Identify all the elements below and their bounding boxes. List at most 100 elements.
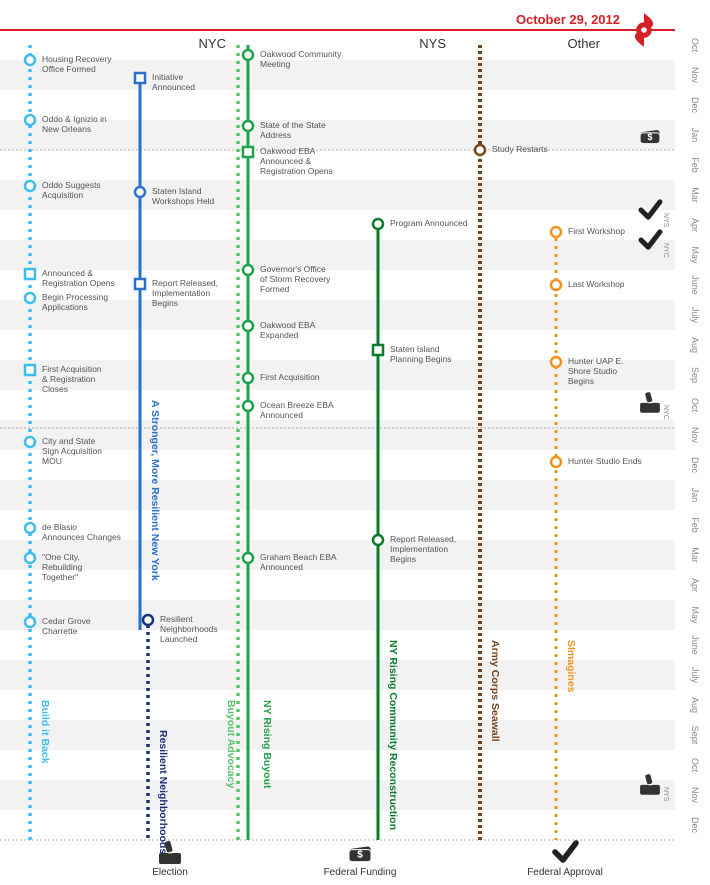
legend-label: Election	[152, 867, 188, 878]
column-header: NYS	[419, 36, 446, 51]
start-date-label: October 29, 2012	[516, 12, 620, 27]
check-icon	[555, 843, 576, 860]
money-icon: $	[348, 846, 371, 861]
timeline-badge: NYC	[640, 392, 669, 420]
month-label: Jan	[690, 128, 700, 143]
hurricane-icon	[635, 13, 653, 47]
month-label: Mar	[690, 547, 700, 563]
month-label: Oct	[690, 38, 700, 53]
event-label: "One City,RebuildingTogether"	[42, 552, 82, 582]
month-label: Nov	[690, 787, 700, 804]
month-label: Oct	[690, 758, 700, 773]
event-label: Program Announced	[390, 218, 468, 228]
event-label: Governor's Officeof Storm RecoveryFormed	[260, 264, 331, 294]
column-header: Other	[567, 36, 600, 51]
event-label: First Workshop	[568, 226, 625, 236]
event-marker-circle	[551, 357, 561, 367]
legend-label: Federal Funding	[324, 867, 397, 878]
column-header: NYC	[199, 36, 226, 51]
event-marker-circle	[373, 219, 383, 229]
event-marker-circle	[25, 437, 35, 447]
event-marker-circle	[551, 227, 561, 237]
month-label: Jan	[690, 488, 700, 503]
track-label: Army Corps Seawall	[489, 640, 501, 742]
svg-text:$: $	[357, 850, 363, 861]
month-label: Aug	[690, 337, 700, 353]
event-label: Hunter Studio Ends	[568, 456, 642, 466]
event-label: Study Restarts	[492, 144, 548, 154]
event-marker-circle	[243, 373, 253, 383]
svg-text:$: $	[647, 132, 652, 142]
track-label: Resilient Neighborhoods	[157, 730, 169, 854]
month-band	[0, 240, 675, 270]
month-label: June	[690, 275, 700, 295]
event-label: City and StateSign AcquisitionMOU	[42, 436, 102, 466]
event-marker-circle	[243, 321, 253, 331]
month-band	[0, 120, 675, 150]
legend: Election$Federal FundingFederal Approval	[152, 841, 603, 878]
month-label: June	[690, 635, 700, 655]
month-band	[0, 60, 675, 90]
month-label: Nov	[690, 427, 700, 444]
event-marker-circle	[243, 401, 253, 411]
event-marker-circle	[243, 121, 253, 131]
event-label: Announced &Registration Opens	[42, 268, 115, 288]
event-marker-circle	[243, 265, 253, 275]
month-label: May	[690, 246, 700, 264]
event-marker-circle	[25, 617, 35, 627]
month-label: Oct	[690, 398, 700, 413]
month-band	[0, 480, 675, 510]
event-marker-circle	[25, 523, 35, 533]
badge-sublabel: NYS	[662, 213, 669, 228]
event-marker-square	[135, 73, 145, 83]
event-marker-square	[25, 269, 35, 279]
track-label: Build it Back	[39, 700, 51, 764]
month-label: Apr	[690, 578, 700, 592]
event-marker-circle	[25, 293, 35, 303]
event-marker-circle	[135, 187, 145, 197]
event-marker-square	[243, 147, 253, 157]
month-label: Apr	[690, 218, 700, 232]
month-band	[0, 600, 675, 630]
month-band	[0, 180, 675, 210]
track-label: A Stronger, More Resilient New York	[149, 400, 161, 581]
month-label: Feb	[690, 517, 700, 533]
event-marker-circle	[243, 50, 253, 60]
month-label: Dec	[690, 817, 700, 834]
track-label: NY Rising Buyout	[261, 700, 273, 789]
track-label: Buyout Advocacy	[225, 700, 237, 788]
month-label: May	[690, 606, 700, 624]
badge-sublabel: NYS	[662, 787, 669, 802]
month-label: July	[690, 307, 700, 324]
month-band	[0, 540, 675, 570]
month-label: July	[690, 667, 700, 684]
month-label: Mar	[690, 187, 700, 203]
event-marker-circle	[25, 181, 35, 191]
month-band	[0, 780, 675, 810]
month-label: Dec	[690, 97, 700, 114]
event-marker-square	[25, 365, 35, 375]
month-band	[0, 300, 675, 330]
track-label: NY Rising Community Reconstruction	[387, 640, 399, 830]
badge-sublabel: NYC	[662, 243, 669, 258]
event-marker-circle	[243, 553, 253, 563]
event-marker-square	[135, 279, 145, 289]
event-marker-circle	[143, 615, 153, 625]
vote-icon	[640, 392, 660, 413]
month-label: Feb	[690, 157, 700, 173]
month-label: Nov	[690, 67, 700, 84]
event-marker-circle	[373, 535, 383, 545]
event-marker-circle	[475, 145, 485, 155]
event-marker-circle	[25, 553, 35, 563]
month-label: Aug	[690, 697, 700, 713]
event-marker-circle	[551, 457, 561, 467]
event-label: Last Workshop	[568, 279, 625, 289]
event-marker-square	[373, 345, 383, 355]
badge-sublabel: NYC	[662, 405, 669, 420]
month-label: Sep	[690, 367, 700, 383]
event-label: First Acquisition	[260, 372, 320, 382]
event-marker-circle	[551, 280, 561, 290]
event-label: Ocean Breeze EBAAnnounced	[260, 400, 334, 420]
event-marker-circle	[25, 115, 35, 125]
event-label: de BlasioAnnounces Changes	[42, 522, 121, 542]
